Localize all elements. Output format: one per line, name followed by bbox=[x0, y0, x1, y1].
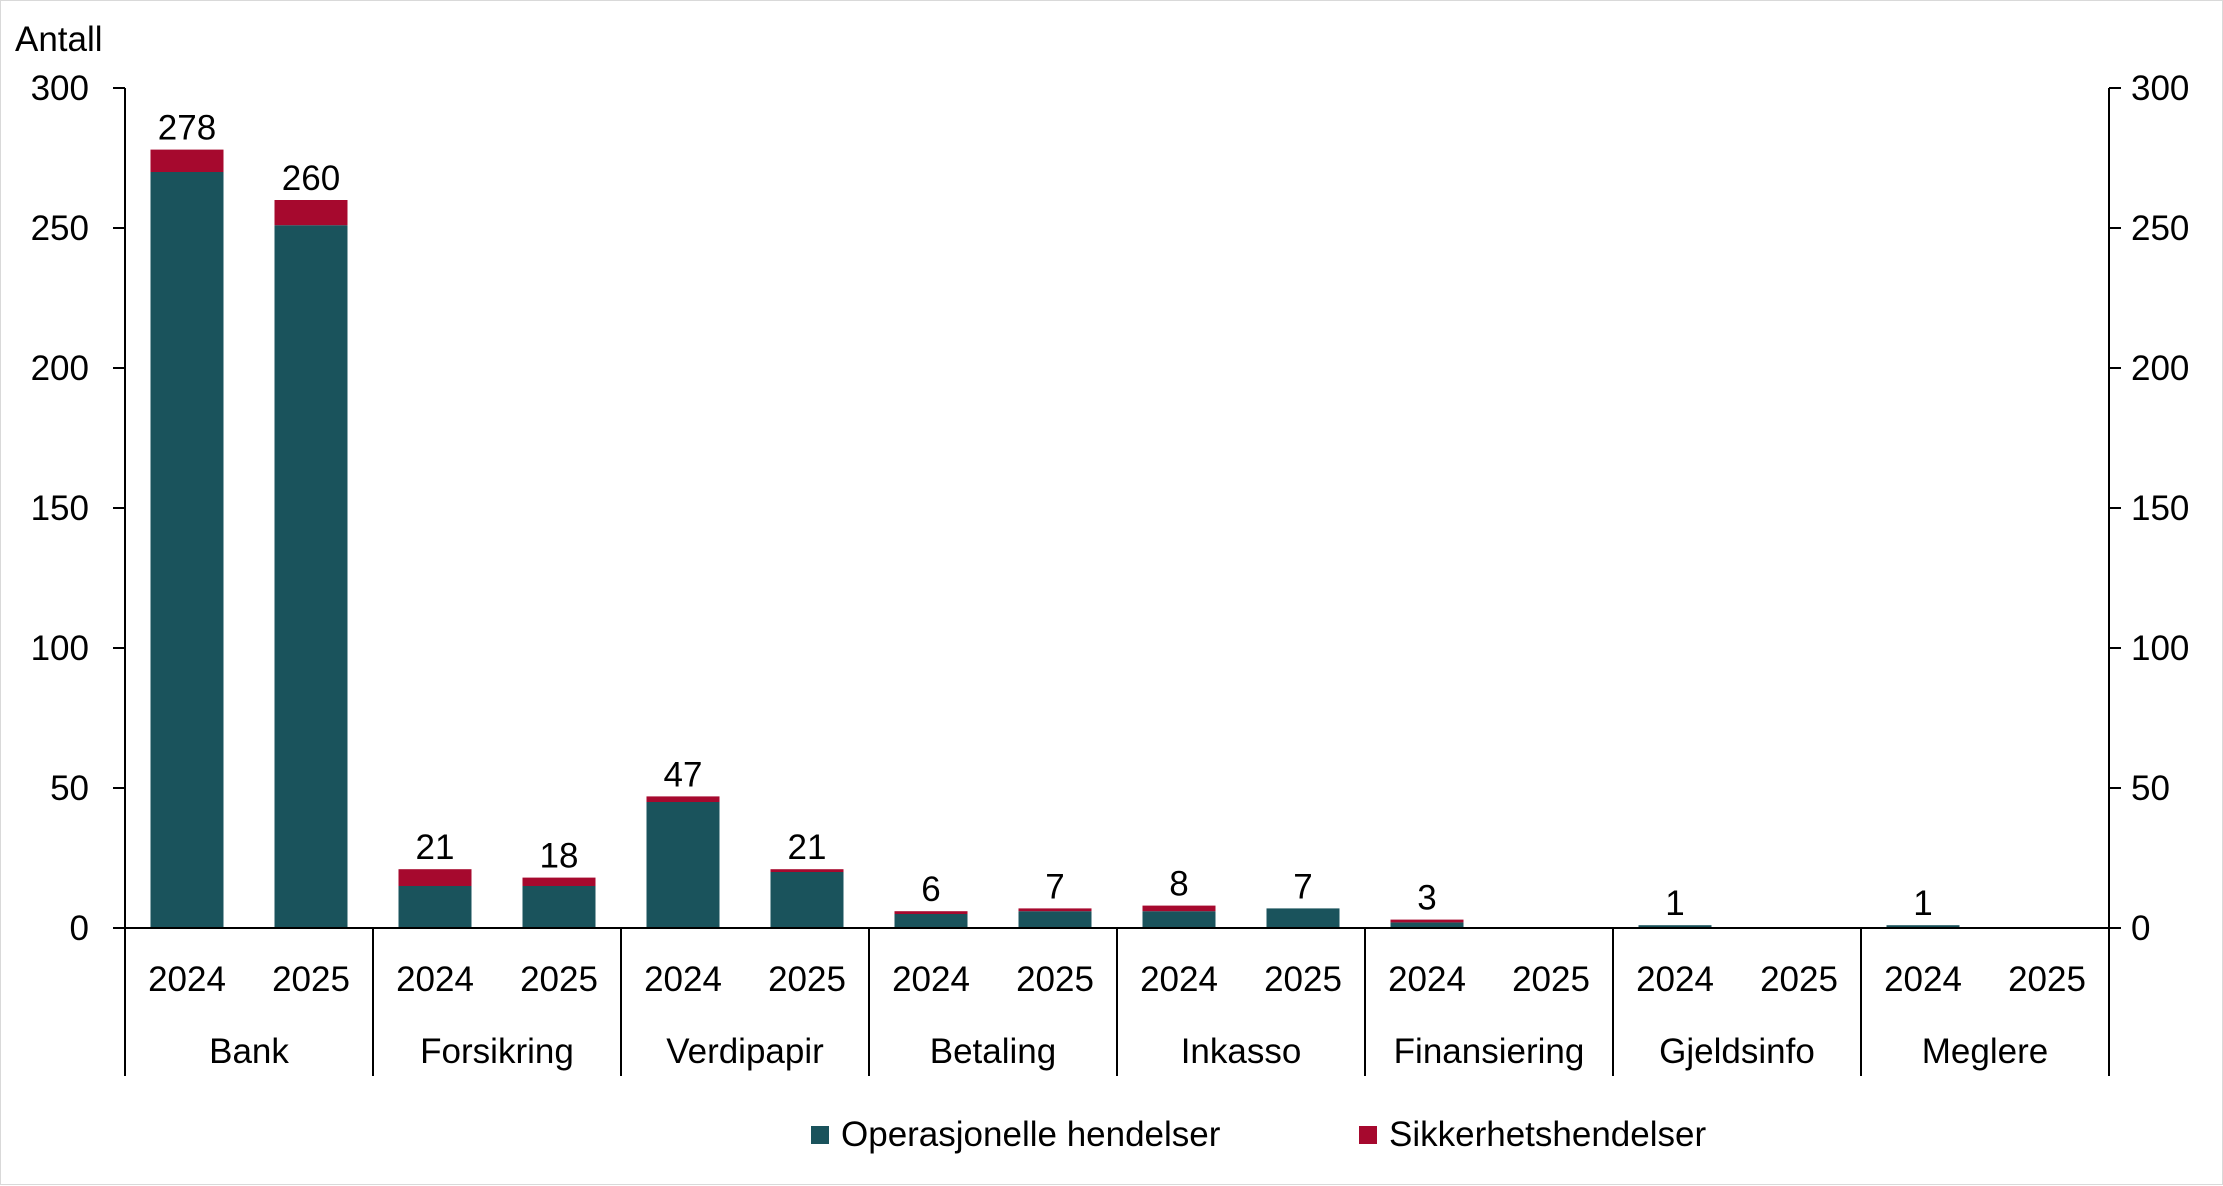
bar-operasjonelle bbox=[522, 886, 596, 928]
left-y-tick-label: 250 bbox=[31, 209, 89, 248]
total-label: 18 bbox=[540, 837, 579, 876]
bar-sikkerhet bbox=[770, 869, 844, 872]
bar-operasjonelle bbox=[1142, 911, 1216, 928]
x-tick-label-year: 2025 bbox=[1016, 960, 1094, 999]
x-group-label: Inkasso bbox=[1181, 1032, 1302, 1071]
legend-swatch-sikkerhet bbox=[1359, 1126, 1377, 1144]
x-tick-label-year: 2024 bbox=[892, 960, 970, 999]
x-tick-label-year: 2025 bbox=[520, 960, 598, 999]
x-tick-label-year: 2024 bbox=[1140, 960, 1218, 999]
left-y-tick-label: 0 bbox=[70, 909, 89, 948]
x-tick-label-year: 2024 bbox=[644, 960, 722, 999]
x-tick-label-year: 2024 bbox=[148, 960, 226, 999]
bar-operasjonelle bbox=[274, 225, 348, 928]
right-y-tick-label: 100 bbox=[2131, 629, 2189, 668]
x-group-label: Verdipapir bbox=[666, 1032, 824, 1071]
bar-sikkerhet bbox=[274, 200, 348, 226]
bar-operasjonelle bbox=[1886, 925, 1960, 928]
total-label: 7 bbox=[1045, 867, 1064, 906]
right-y-tick-label: 50 bbox=[2131, 769, 2170, 808]
bar-operasjonelle bbox=[770, 872, 844, 928]
bar-sikkerhet bbox=[1390, 919, 1464, 923]
bar-sikkerhet bbox=[894, 911, 968, 914]
bar-sikkerhet bbox=[522, 877, 596, 886]
x-tick-label-year: 2025 bbox=[1264, 960, 1342, 999]
bar-operasjonelle bbox=[1638, 925, 1712, 928]
bar-operasjonelle bbox=[646, 802, 720, 928]
bar-operasjonelle bbox=[398, 886, 472, 928]
total-label: 1 bbox=[1665, 884, 1684, 923]
legend-swatch-operasjonelle bbox=[811, 1126, 829, 1144]
right-y-tick-label: 300 bbox=[2131, 69, 2189, 108]
legend-label-sikkerhet: Sikkerhetshendelser bbox=[1389, 1115, 1706, 1154]
x-group-label: Meglere bbox=[1922, 1032, 2048, 1071]
bar-sikkerhet bbox=[150, 149, 224, 172]
x-tick-label-year: 2025 bbox=[272, 960, 350, 999]
bar-sikkerhet bbox=[398, 869, 472, 886]
total-label: 278 bbox=[158, 109, 216, 148]
bar-operasjonelle bbox=[1266, 908, 1340, 928]
x-tick-label-year: 2024 bbox=[1884, 960, 1962, 999]
legend: Operasjonelle hendelser Sikkerhetshendel… bbox=[811, 1115, 1706, 1154]
left-y-tick-label: 50 bbox=[50, 769, 89, 808]
x-tick-label-year: 2025 bbox=[768, 960, 846, 999]
total-label: 3 bbox=[1417, 879, 1436, 918]
total-label: 1 bbox=[1913, 884, 1932, 923]
left-y-tick-label: 150 bbox=[31, 489, 89, 528]
x-group-label: Finansiering bbox=[1394, 1032, 1585, 1071]
x-group-label: Bank bbox=[209, 1032, 289, 1071]
total-label: 7 bbox=[1293, 867, 1312, 906]
y-axis-title: Antall bbox=[15, 20, 103, 59]
x-tick-label-year: 2025 bbox=[2008, 960, 2086, 999]
bar-operasjonelle bbox=[1390, 922, 1464, 928]
x-tick-label-year: 2024 bbox=[396, 960, 474, 999]
right-y-tick-label: 200 bbox=[2131, 349, 2189, 388]
bar-sikkerhet bbox=[1018, 908, 1092, 912]
bar-operasjonelle bbox=[1018, 911, 1092, 928]
bar-sikkerhet bbox=[1142, 905, 1216, 912]
total-label: 21 bbox=[788, 828, 827, 867]
total-label: 260 bbox=[282, 159, 340, 198]
right-y-tick-label: 150 bbox=[2131, 489, 2189, 528]
right-y-tick-label: 250 bbox=[2131, 209, 2189, 248]
left-y-axis: 0 50 100 150 200 250 300 bbox=[31, 69, 126, 948]
bar-series bbox=[150, 149, 1960, 928]
bar-operasjonelle bbox=[894, 914, 968, 928]
total-labels: 278 260 21 18 47 21 6 7 8 7 3 1 1 bbox=[158, 109, 1933, 924]
left-y-tick-label: 100 bbox=[31, 629, 89, 668]
x-tick-label-year: 2025 bbox=[1760, 960, 1838, 999]
total-label: 6 bbox=[921, 870, 940, 909]
x-group-label: Betaling bbox=[930, 1032, 1056, 1071]
total-label: 47 bbox=[664, 755, 703, 794]
x-group-label: Gjeldsinfo bbox=[1659, 1032, 1815, 1071]
x-tick-label-year: 2024 bbox=[1636, 960, 1714, 999]
total-label: 8 bbox=[1169, 865, 1188, 904]
x-tick-label-year: 2025 bbox=[1512, 960, 1590, 999]
total-label: 21 bbox=[416, 828, 455, 867]
bar-operasjonelle bbox=[150, 172, 224, 928]
bar-sikkerhet bbox=[646, 796, 720, 802]
x-group-label: Forsikring bbox=[420, 1032, 574, 1071]
left-y-tick-label: 300 bbox=[31, 69, 89, 108]
x-axis: 2024 2025 Bank 2024 2025 Forsikring 2024 2025 Ve… bbox=[124, 927, 2110, 1076]
right-y-tick-label: 0 bbox=[2131, 909, 2150, 948]
x-tick-label-year: 2024 bbox=[1388, 960, 1466, 999]
left-y-tick-label: 200 bbox=[31, 349, 89, 388]
legend-label-operasjonelle: Operasjonelle hendelser bbox=[841, 1115, 1221, 1154]
right-y-axis: 0 50 100 150 200 250 300 bbox=[2108, 69, 2189, 948]
